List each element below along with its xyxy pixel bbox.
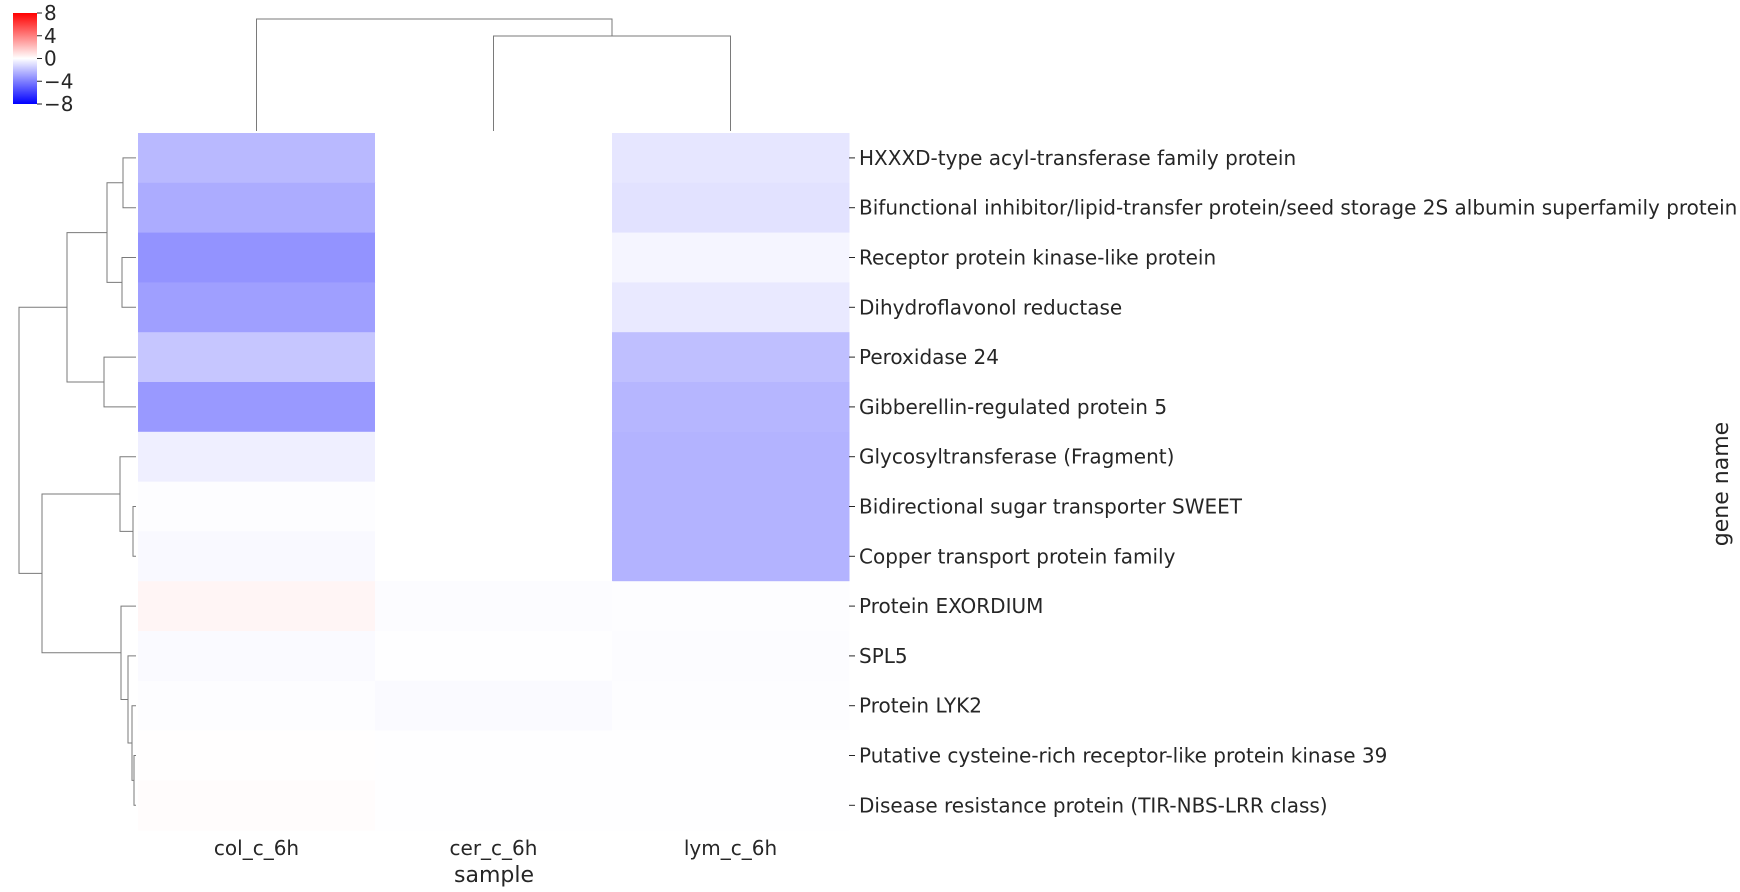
heatmap-cell <box>375 232 613 283</box>
heatmap-cell <box>612 431 850 483</box>
heatmap-cell <box>138 581 376 632</box>
heatmap-cell <box>612 282 850 333</box>
y-tick-label: Bifunctional inhibitor/lipid-transfer pr… <box>859 196 1737 220</box>
heatmap-cell <box>375 133 613 184</box>
heatmap-cell <box>375 431 613 483</box>
heatmap-cell <box>138 332 376 383</box>
dendrogram-link <box>119 456 136 532</box>
heatmap-cell <box>612 780 850 831</box>
dendrogram-link <box>103 356 136 408</box>
y-tick-label: Putative cysteine-rich receptor-like pro… <box>859 744 1387 768</box>
heatmap-cell <box>138 182 376 234</box>
y-tick-label: SPL5 <box>859 644 908 668</box>
colorbar: 840−4−8 <box>13 1 73 116</box>
heatmap-cell <box>138 631 376 682</box>
dendrogram-link <box>41 493 121 654</box>
column-dendrogram <box>256 18 731 131</box>
heatmap-cell <box>612 531 850 582</box>
heatmap-cell <box>138 680 376 732</box>
dendrogram-link <box>106 182 123 283</box>
heatmap-cell <box>375 631 613 682</box>
heatmap-cell <box>612 481 850 532</box>
heatmap-cell <box>375 680 613 732</box>
heatmap-cell <box>375 780 613 831</box>
y-tick-label: Gibberellin-regulated protein 5 <box>859 395 1167 419</box>
heatmap-cell <box>612 730 850 781</box>
y-tick-label: Protein EXORDIUM <box>859 594 1043 618</box>
heatmap-cell <box>138 780 376 831</box>
heatmap-cell <box>138 133 376 184</box>
heatmap-cell <box>375 282 613 333</box>
heatmap-cells <box>138 133 850 831</box>
colorbar-tick-label: 4 <box>44 24 57 48</box>
heatmap-cell <box>375 182 613 234</box>
dendrogram-link <box>122 157 136 209</box>
heatmap-cell <box>612 332 850 383</box>
heatmap-cell <box>375 531 613 582</box>
heatmap-cell <box>375 382 613 433</box>
x-tick-labels: col_c_6h cer_c_6h lym_c_6h <box>214 836 777 860</box>
colorbar-tick-label: −4 <box>44 69 73 93</box>
y-tick-label: Bidirectional sugar transporter SWEET <box>859 495 1243 519</box>
heatmap-cell <box>375 581 613 632</box>
dendrogram-link <box>132 506 136 557</box>
y-tick-label: Protein LYK2 <box>859 694 982 718</box>
y-tick-label: Glycosyltransferase (Fragment) <box>859 445 1174 469</box>
heatmap-cell <box>375 332 613 383</box>
x-tick-label: cer_c_6h <box>450 836 538 860</box>
colorbar-gradient <box>13 13 37 104</box>
dendrogram-link <box>133 755 136 806</box>
y-tick-label: Dihydroflavonol reductase <box>859 295 1122 319</box>
heatmap-cell <box>612 631 850 682</box>
dendrogram-link <box>121 257 136 308</box>
y-tick-label: Peroxidase 24 <box>859 345 999 369</box>
heatmap-cell <box>138 531 376 582</box>
x-tick-label: lym_c_6h <box>684 836 777 860</box>
colorbar-tick-label: 0 <box>44 47 57 71</box>
heatmap-cell <box>612 581 850 632</box>
dendrogram-link <box>66 232 107 383</box>
y-tick-label: Copper transport protein family <box>859 544 1176 568</box>
heatmap-cell <box>612 232 850 283</box>
heatmap-cell <box>612 680 850 732</box>
heatmap-cell <box>138 431 376 483</box>
heatmap-cell <box>138 730 376 781</box>
dendrogram-link <box>256 18 613 131</box>
y-axis-label: gene name <box>1709 422 1734 546</box>
heatmap-cell <box>138 481 376 532</box>
heatmap-cell <box>138 232 376 283</box>
dendrogram-link <box>18 306 67 574</box>
y-tick-label: Receptor protein kinase-like protein <box>859 246 1216 270</box>
heatmap-cell <box>375 730 613 781</box>
heatmap-cell <box>138 382 376 433</box>
heatmap-cell <box>612 182 850 234</box>
x-axis-label: sample <box>454 863 534 888</box>
heatmap-cell <box>612 133 850 184</box>
colorbar-tick-label: −8 <box>44 92 73 116</box>
y-tick-label: HXXXD-type acyl-transferase family prote… <box>859 146 1296 170</box>
dendrogram-link <box>493 35 731 131</box>
heatmap-cell <box>612 382 850 433</box>
heatmap-cell <box>375 481 613 532</box>
y-tick-label: Disease resistance protein (TIR-NBS-LRR … <box>859 793 1328 817</box>
heatmap-cell <box>138 282 376 333</box>
colorbar-tick-label: 8 <box>44 1 57 25</box>
y-tick-labels: HXXXD-type acyl-transferase family prote… <box>849 146 1737 817</box>
x-tick-label: col_c_6h <box>214 836 299 860</box>
row-dendrogram <box>18 157 136 806</box>
